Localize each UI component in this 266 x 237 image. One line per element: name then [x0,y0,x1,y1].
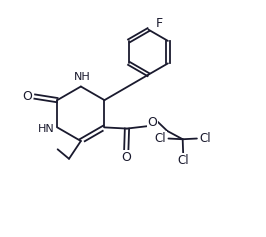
Text: HN: HN [38,124,55,134]
Text: Cl: Cl [177,154,189,167]
Text: Cl: Cl [155,132,167,145]
Text: O: O [22,90,32,103]
Text: NH: NH [74,73,90,82]
Text: F: F [156,17,163,30]
Text: O: O [121,151,131,164]
Text: Cl: Cl [199,132,210,145]
Text: O: O [147,116,157,129]
